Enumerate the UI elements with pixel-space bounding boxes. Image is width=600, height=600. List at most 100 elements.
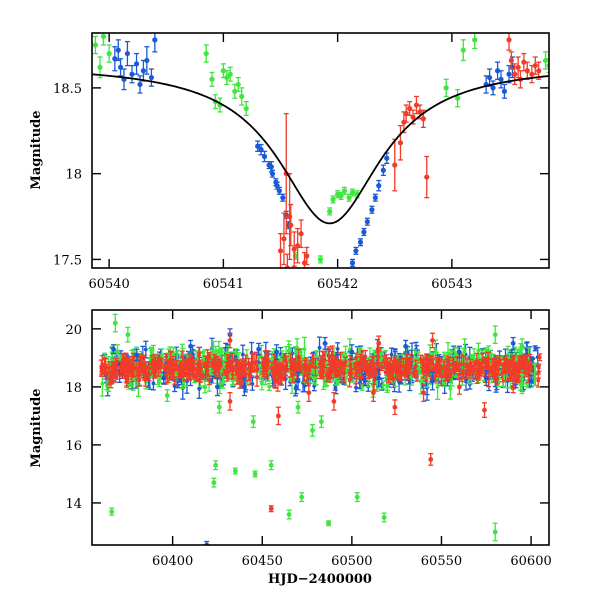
top-red-point bbox=[298, 231, 304, 237]
top-blue-point bbox=[261, 153, 268, 160]
top-panel-zoom: 60540 60541 60542 60543 17.5 18 18.5 Magnitude bbox=[29, 32, 550, 292]
bottom-blue-point bbox=[317, 345, 322, 350]
bottom-green-point bbox=[379, 356, 384, 360]
bottom-red-point bbox=[178, 362, 183, 367]
top-red-point bbox=[288, 222, 294, 228]
bottom-panel-data bbox=[98, 313, 543, 545]
top-green-point bbox=[317, 256, 324, 263]
top-green-point bbox=[443, 85, 449, 91]
bottom-red-point bbox=[537, 355, 542, 360]
bottom-green-point bbox=[433, 348, 438, 352]
top-blue-point bbox=[369, 207, 375, 213]
bottom-green-point bbox=[157, 379, 162, 384]
top-red-point bbox=[287, 213, 293, 220]
top-green-point bbox=[97, 64, 103, 70]
bottom-red-point bbox=[324, 372, 329, 377]
bottom-red-point bbox=[283, 358, 288, 363]
bottom-green-point bbox=[234, 349, 238, 354]
top-blue-point bbox=[268, 164, 274, 170]
bottom-red-point bbox=[102, 363, 107, 368]
bottom-green-point bbox=[100, 381, 105, 386]
top-green-point bbox=[232, 88, 238, 94]
bottom-green-point bbox=[435, 385, 440, 389]
bottom-red-point bbox=[456, 365, 460, 370]
top-blue-point bbox=[137, 81, 143, 88]
top-blue-point bbox=[129, 71, 135, 77]
bottom-red-point bbox=[418, 357, 423, 361]
bottom-red-point bbox=[421, 371, 426, 375]
bottom-red-point bbox=[279, 374, 284, 379]
top-red-point bbox=[413, 102, 420, 108]
top-red-point bbox=[420, 116, 426, 122]
top-blue-point bbox=[124, 50, 131, 57]
bottom-red-point bbox=[527, 359, 532, 364]
top-blue-point bbox=[144, 57, 150, 64]
bottom-red-point bbox=[230, 372, 235, 377]
top-green-point bbox=[100, 33, 107, 40]
bottom-red-point bbox=[207, 353, 211, 358]
bottom-green-point bbox=[412, 355, 417, 360]
bottom-green-point bbox=[171, 352, 176, 357]
bottom-red-point bbox=[173, 364, 178, 368]
bottom-green-point bbox=[419, 379, 423, 384]
bottom-blue-point bbox=[354, 385, 358, 390]
top-red-point bbox=[304, 253, 310, 259]
top-panel-data bbox=[92, 33, 549, 268]
top-xtick-label: 60540 bbox=[88, 277, 129, 292]
bottom-red-point bbox=[372, 378, 377, 383]
top-green-point bbox=[327, 208, 333, 214]
bottom-red-point bbox=[184, 372, 189, 377]
top-panel-ticks: 60540 60541 60542 60543 17.5 18 18.5 bbox=[53, 33, 549, 292]
top-red-point bbox=[529, 71, 535, 77]
top-green-point bbox=[341, 188, 348, 194]
bottom-red-point bbox=[207, 378, 212, 383]
bottom-green-point bbox=[118, 355, 123, 360]
bottom-red-point bbox=[536, 378, 541, 383]
top-green-point bbox=[203, 50, 209, 57]
top-xtick-label: 60542 bbox=[317, 277, 358, 292]
top-green-point bbox=[455, 95, 461, 101]
bottom-green-point bbox=[115, 350, 120, 355]
bottom-blue-point bbox=[143, 347, 148, 352]
bottom-red-point bbox=[180, 355, 185, 360]
bottom-blue-point bbox=[197, 386, 202, 391]
top-green-point bbox=[239, 93, 245, 100]
bottom-red-point bbox=[107, 366, 111, 370]
top-red-point bbox=[508, 57, 514, 64]
bottom-green-point bbox=[446, 351, 450, 356]
top-blue-point bbox=[376, 183, 382, 189]
bottom-red-point bbox=[127, 367, 132, 372]
bottom-red-point bbox=[399, 363, 403, 368]
top-blue-point bbox=[349, 260, 356, 266]
top-red-point bbox=[281, 236, 287, 242]
top-red-point bbox=[277, 248, 284, 254]
top-green-point bbox=[460, 47, 466, 53]
top-blue-point bbox=[486, 74, 493, 81]
top-ytick-label: 18 bbox=[65, 168, 82, 183]
top-blue-point bbox=[364, 219, 370, 225]
bottom-red-point bbox=[363, 354, 368, 359]
top-blue-point bbox=[353, 248, 359, 254]
bottom-red-point bbox=[354, 356, 358, 360]
top-blue-point bbox=[152, 37, 158, 43]
bottom-red-point bbox=[254, 359, 259, 364]
top-green-point bbox=[243, 105, 249, 112]
bottom-red-point bbox=[99, 366, 104, 371]
bottom-green-point bbox=[278, 357, 283, 362]
top-blue-point bbox=[274, 183, 280, 189]
top-green-point bbox=[227, 71, 233, 77]
top-panel-ylabel: Magnitude bbox=[29, 110, 44, 189]
top-red-point bbox=[536, 68, 542, 74]
bottom-green-point bbox=[442, 353, 447, 358]
top-green-point bbox=[106, 50, 112, 57]
top-blue-point bbox=[115, 47, 121, 53]
bottom-red-point bbox=[137, 378, 142, 383]
top-red-point bbox=[506, 37, 512, 43]
bottom-green-point bbox=[267, 384, 272, 389]
bottom-green-point bbox=[385, 382, 390, 387]
bottom-green-point bbox=[483, 348, 488, 353]
top-blue-point bbox=[133, 61, 140, 67]
top-green-point bbox=[235, 81, 241, 88]
top-green-point bbox=[330, 196, 336, 202]
